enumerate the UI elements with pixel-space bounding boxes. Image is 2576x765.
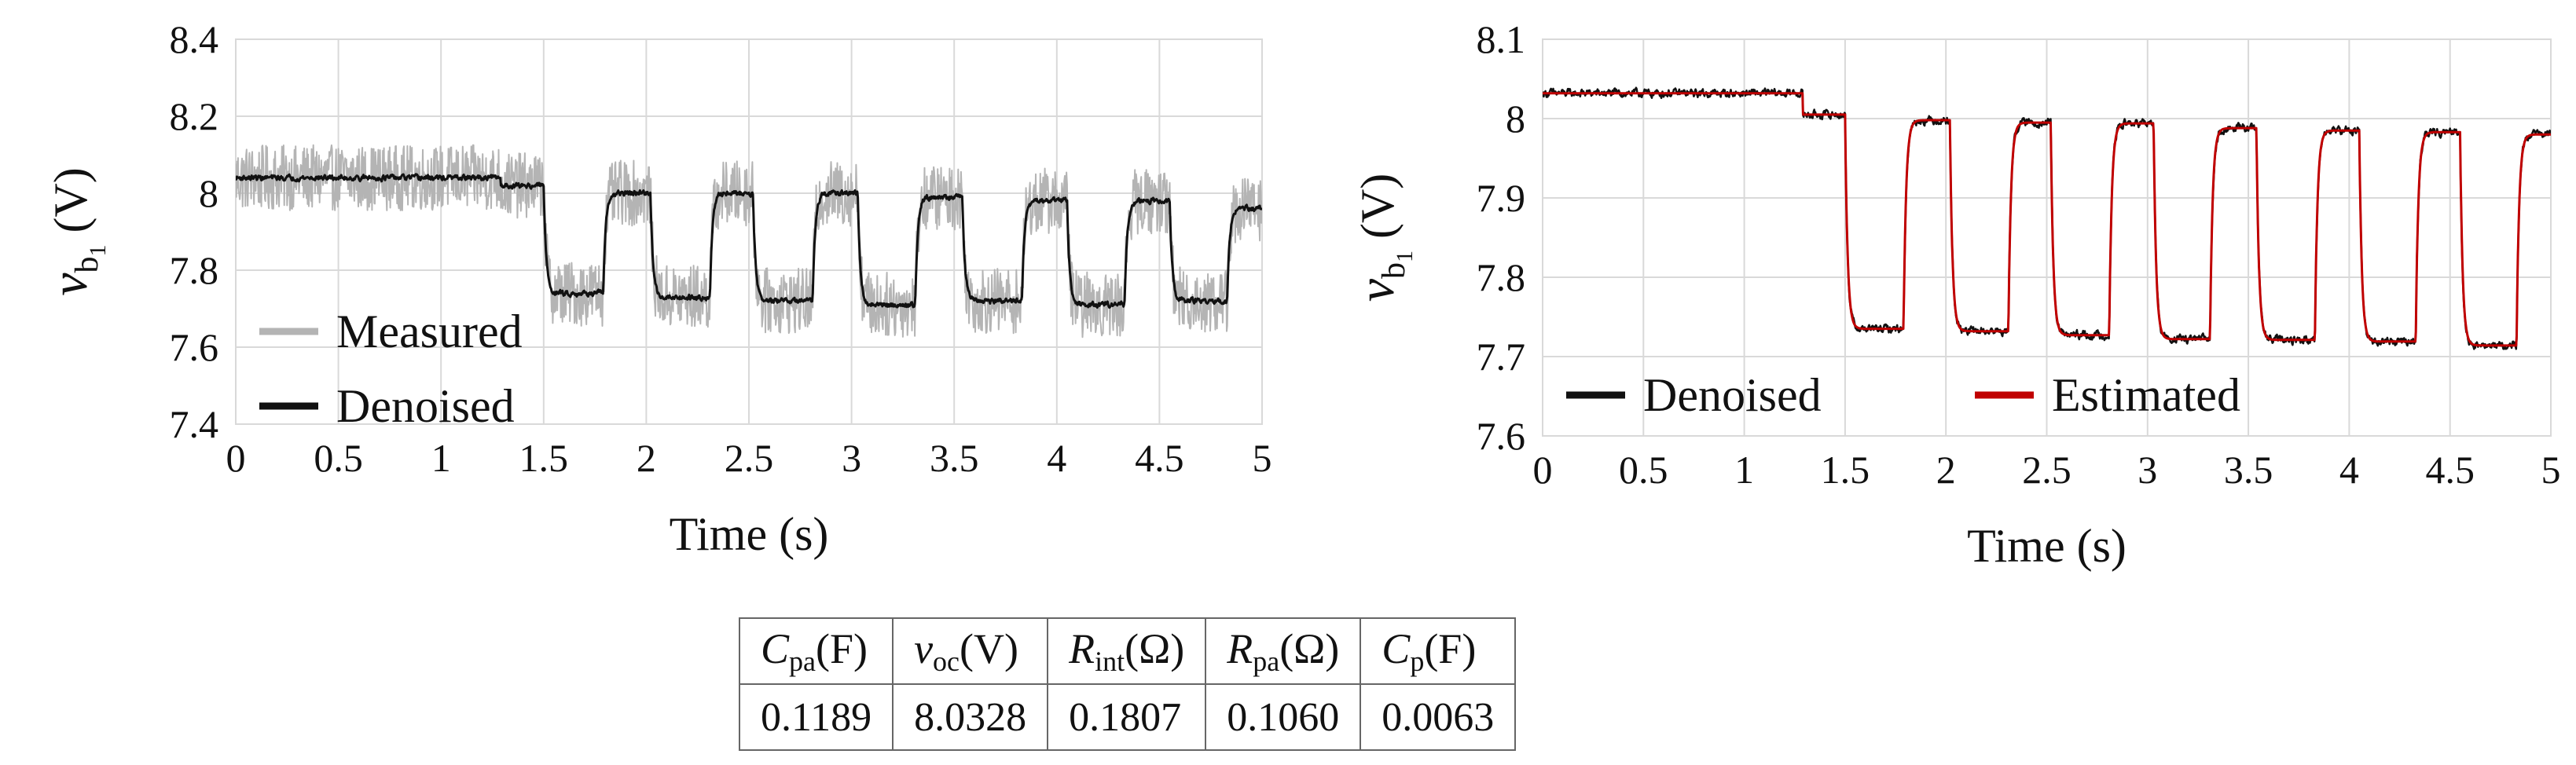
- header-cell: Rint(Ω): [1047, 617, 1207, 685]
- grid: [1542, 38, 2552, 437]
- y-tick-label: 7.9: [1477, 176, 1526, 220]
- x-tick-label: 3.5: [930, 436, 979, 480]
- header-cell: Rpa(Ω): [1205, 617, 1362, 685]
- x-tick-label: 5: [2541, 448, 2561, 492]
- y-tick-label: 7.4: [170, 402, 219, 446]
- legend-label-denoised: Denoised: [336, 380, 515, 432]
- x-tick-label: 0: [1533, 448, 1553, 492]
- series-line-measured: [236, 144, 1262, 339]
- x-tick-label: 5: [1253, 436, 1272, 480]
- y-tick-label: 7.6: [1477, 414, 1526, 458]
- charts-figure: 0 0.5 1 1.5 2 2.5 3 3.5 4 4.5 5 7.4 7.6 7.8 8 8.2 8.4 Tim…: [41, 17, 2561, 572]
- x-tick-label: 1.5: [1821, 448, 1870, 492]
- x-tick-label: 4: [1047, 436, 1066, 480]
- x-tick-label: 1.5: [519, 436, 569, 480]
- plot-frame: [235, 38, 1263, 425]
- series-line-estimated: [1543, 92, 2551, 347]
- x-tick-label: 0: [226, 436, 246, 480]
- x-tick-label: 0.5: [1619, 448, 1668, 492]
- parameter-header-row: Cpa(F) voc(V) Rint(Ω) Rpa(Ω) Cp(F): [738, 617, 1517, 685]
- x-tick-label: 1: [1734, 448, 1754, 492]
- legend: Denoised Estimated: [1566, 369, 2240, 421]
- legend-label-estimated: Estimated: [2052, 369, 2240, 421]
- y-tick-label: 8.2: [170, 94, 219, 138]
- x-tick-label: 1: [431, 436, 451, 480]
- header-cell: Cpa(F): [738, 617, 894, 685]
- x-tick-label: 4.5: [1135, 436, 1184, 480]
- chart-panel-2: 0 0.5 1 1.5 2 2.5 3 3.5 4 4.5 5 7.6 7.7 7.8 7.9 8 8.1 Tim…: [1348, 17, 2561, 572]
- chart-panel-1: 0 0.5 1 1.5 2 2.5 3 3.5 4 4.5 5 7.4 7.6 7.8 8 8.2 8.4 Tim…: [41, 17, 1272, 560]
- x-tick-label: 3.5: [2224, 448, 2273, 492]
- value-cell: 0.1807: [1047, 683, 1207, 751]
- x-axis-title: Time (s): [670, 508, 829, 560]
- value-cell: 0.1189: [738, 683, 894, 751]
- grid: [235, 38, 1263, 425]
- value-cell: 0.0063: [1360, 683, 1517, 751]
- y-tick-label: 7.8: [170, 248, 219, 292]
- x-tick-label: 0.5: [314, 436, 363, 480]
- legend-label-denoised: Denoised: [1643, 369, 1822, 421]
- parameter-table: Cpa(F) voc(V) Rint(Ω) Rpa(Ω) Cp(F) 0.118…: [738, 617, 1517, 751]
- x-tick-label: 4: [2339, 448, 2359, 492]
- value-cell: 8.0328: [892, 683, 1049, 751]
- y-tick-label: 8.4: [170, 17, 219, 61]
- legend: Measured Denoised: [259, 306, 523, 432]
- y-tick-label: 8.1: [1477, 17, 1526, 61]
- x-axis-title: Time (s): [1967, 520, 2126, 572]
- header-cell: voc(V): [892, 617, 1049, 685]
- x-tick-label: 3: [2137, 448, 2157, 492]
- y-tick-label: 8: [199, 171, 218, 215]
- y-tick-label: 8: [1506, 97, 1525, 141]
- parameter-value-row: 0.1189 8.0328 0.1807 0.1060 0.0063: [738, 683, 1517, 751]
- y-tick-label: 7.7: [1477, 335, 1526, 379]
- series-line-denoised: [236, 173, 1262, 309]
- y-axis-title: vb1 (V): [41, 167, 111, 296]
- x-tick-label: 2.5: [725, 436, 774, 480]
- x-tick-label: 4.5: [2425, 448, 2475, 492]
- x-tick-label: 2: [1936, 448, 1956, 492]
- y-tick-label: 7.6: [170, 325, 219, 369]
- x-tick-label: 3: [842, 436, 861, 480]
- plot-frame: [1542, 38, 2552, 437]
- y-axis-title: vb1 (V): [1348, 174, 1418, 302]
- y-tick-label: 7.8: [1477, 255, 1526, 299]
- x-tick-label: 2: [637, 436, 656, 480]
- legend-label-measured: Measured: [336, 306, 523, 357]
- value-cell: 0.1060: [1205, 683, 1362, 751]
- header-cell: Cp(F): [1360, 617, 1517, 685]
- x-tick-label: 2.5: [2022, 448, 2071, 492]
